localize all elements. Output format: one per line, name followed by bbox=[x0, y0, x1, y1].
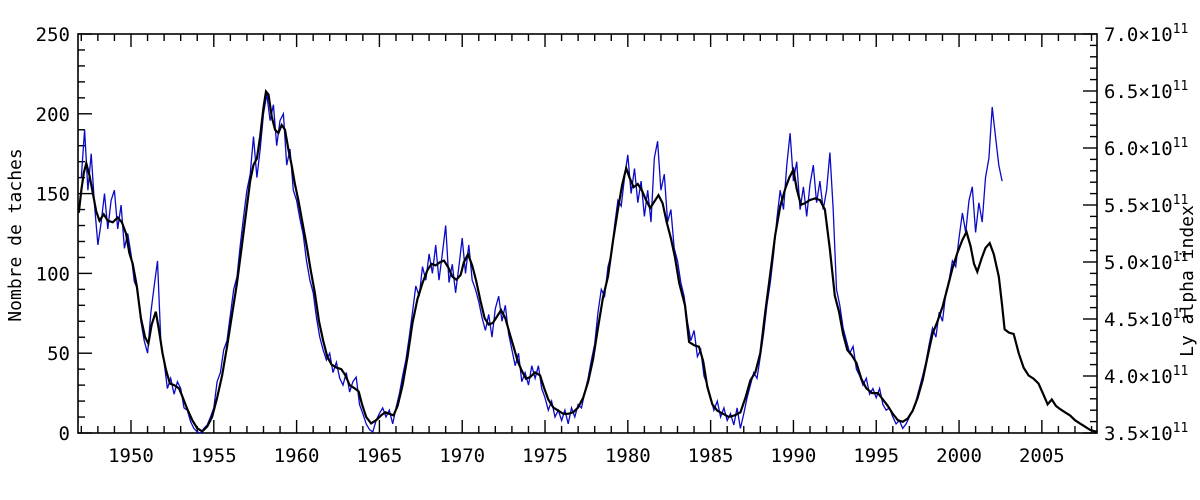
x-tick-label: 2005 bbox=[1019, 445, 1065, 467]
y-right-tick-label: 4.5×1011 bbox=[1104, 307, 1188, 331]
x-tick-label: 1970 bbox=[439, 445, 485, 467]
y-right-tick-label: 3.5×1011 bbox=[1104, 421, 1188, 445]
x-tick-label: 1980 bbox=[605, 445, 651, 467]
x-tick-label: 2000 bbox=[936, 445, 982, 467]
y-right-tick-label: 4.0×1011 bbox=[1104, 364, 1188, 388]
y-left-tick-label: 100 bbox=[36, 263, 70, 285]
right-axis-title: Ly alpha index bbox=[1177, 205, 1198, 357]
y-right-tick-label: 5.0×1011 bbox=[1104, 250, 1188, 274]
y-right-tick-label: 5.5×1011 bbox=[1104, 193, 1188, 217]
y-left-tick-label: 150 bbox=[36, 184, 70, 206]
left-axis-title: Nombre de taches bbox=[5, 148, 26, 321]
x-tick-label: 1950 bbox=[108, 445, 154, 467]
y-right-tick-label: 7.0×1011 bbox=[1104, 22, 1188, 46]
plot-frame bbox=[77, 33, 1098, 434]
x-tick-label: 1960 bbox=[274, 445, 320, 467]
x-tick-label: 1965 bbox=[357, 445, 403, 467]
y-left-tick-label: 250 bbox=[36, 24, 70, 46]
x-tick-label: 1995 bbox=[853, 445, 899, 467]
lyalpha-series-line bbox=[80, 94, 1003, 434]
x-tick-label: 1985 bbox=[688, 445, 734, 467]
y-left-tick-label: 200 bbox=[36, 104, 70, 126]
x-tick-label: 1990 bbox=[771, 445, 817, 467]
x-tick-label: 1955 bbox=[191, 445, 237, 467]
y-left-tick-label: 50 bbox=[47, 343, 70, 365]
sunspot-series-line bbox=[77, 88, 1097, 433]
y-right-tick-label: 6.0×1011 bbox=[1104, 136, 1188, 160]
y-right-tick-label: 6.5×1011 bbox=[1104, 79, 1188, 103]
y-left-tick-label: 0 bbox=[59, 423, 70, 445]
x-tick-label: 1975 bbox=[522, 445, 568, 467]
